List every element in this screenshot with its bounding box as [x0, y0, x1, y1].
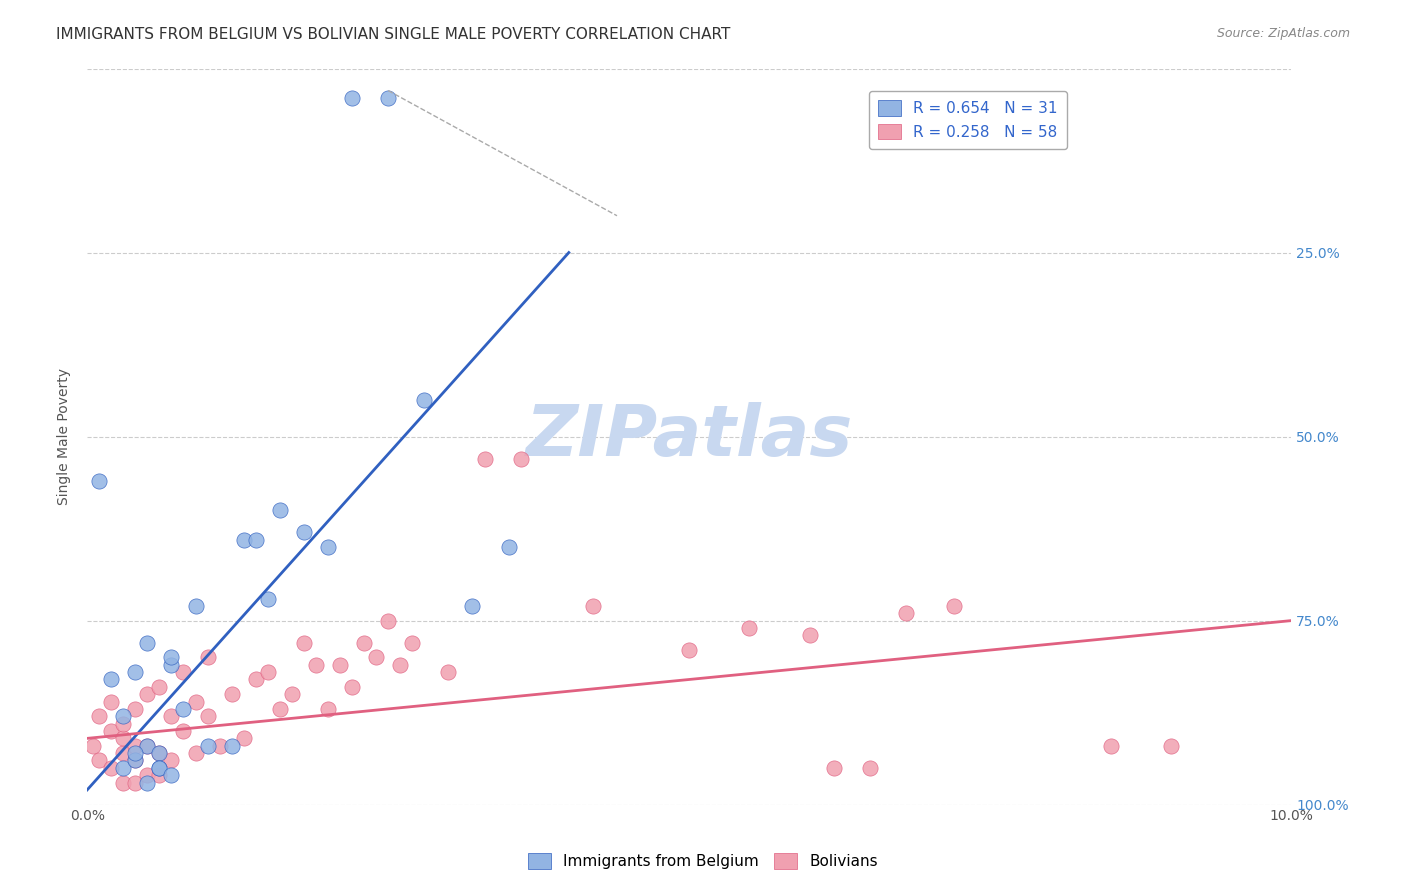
- Point: [461, 599, 484, 613]
- Point: [124, 702, 146, 716]
- Point: [112, 761, 135, 775]
- Point: [377, 614, 399, 628]
- Point: [269, 503, 291, 517]
- Point: [173, 724, 195, 739]
- Point: [160, 709, 183, 723]
- Point: [437, 665, 460, 679]
- Point: [582, 599, 605, 613]
- Text: IMMIGRANTS FROM BELGIUM VS BOLIVIAN SINGLE MALE POVERTY CORRELATION CHART: IMMIGRANTS FROM BELGIUM VS BOLIVIAN SING…: [56, 27, 731, 42]
- Legend: Immigrants from Belgium, Bolivians: Immigrants from Belgium, Bolivians: [522, 847, 884, 875]
- Point: [269, 702, 291, 716]
- Point: [124, 665, 146, 679]
- Text: ZIPatlas: ZIPatlas: [526, 402, 853, 471]
- Point: [89, 474, 111, 488]
- Point: [160, 754, 183, 768]
- Point: [148, 768, 170, 782]
- Point: [389, 657, 412, 672]
- Point: [256, 591, 278, 606]
- Point: [292, 525, 315, 540]
- Text: Source: ZipAtlas.com: Source: ZipAtlas.com: [1216, 27, 1350, 40]
- Point: [136, 635, 159, 649]
- Point: [678, 643, 700, 657]
- Point: [292, 635, 315, 649]
- Point: [316, 702, 339, 716]
- Point: [340, 91, 363, 105]
- Point: [112, 731, 135, 746]
- Point: [148, 746, 170, 760]
- Point: [894, 606, 917, 620]
- Point: [184, 746, 207, 760]
- Point: [221, 687, 243, 701]
- Point: [197, 709, 219, 723]
- Point: [1160, 739, 1182, 753]
- Point: [197, 650, 219, 665]
- Point: [943, 599, 966, 613]
- Point: [184, 599, 207, 613]
- Point: [100, 673, 122, 687]
- Point: [245, 533, 267, 547]
- Point: [124, 775, 146, 789]
- Point: [173, 665, 195, 679]
- Point: [474, 451, 496, 466]
- Point: [799, 628, 821, 642]
- Point: [124, 739, 146, 753]
- Point: [124, 754, 146, 768]
- Point: [377, 91, 399, 105]
- Point: [136, 768, 159, 782]
- Point: [184, 695, 207, 709]
- Point: [148, 680, 170, 694]
- Point: [413, 392, 436, 407]
- Point: [100, 761, 122, 775]
- Point: [221, 739, 243, 753]
- Point: [366, 650, 388, 665]
- Point: [208, 739, 231, 753]
- Point: [232, 731, 254, 746]
- Point: [823, 761, 845, 775]
- Point: [738, 621, 761, 635]
- Point: [112, 775, 135, 789]
- Point: [173, 702, 195, 716]
- Point: [509, 451, 531, 466]
- Point: [498, 540, 520, 554]
- Point: [401, 635, 423, 649]
- Point: [89, 754, 111, 768]
- Point: [124, 746, 146, 760]
- Point: [197, 739, 219, 753]
- Point: [112, 709, 135, 723]
- Point: [160, 768, 183, 782]
- Point: [112, 746, 135, 760]
- Point: [82, 739, 104, 753]
- Point: [245, 673, 267, 687]
- Point: [89, 709, 111, 723]
- Y-axis label: Single Male Poverty: Single Male Poverty: [58, 368, 72, 505]
- Point: [160, 657, 183, 672]
- Point: [859, 761, 882, 775]
- Point: [100, 695, 122, 709]
- Point: [232, 533, 254, 547]
- Point: [1099, 739, 1122, 753]
- Point: [160, 650, 183, 665]
- Point: [136, 687, 159, 701]
- Point: [340, 680, 363, 694]
- Point: [316, 540, 339, 554]
- Point: [136, 775, 159, 789]
- Point: [124, 754, 146, 768]
- Point: [112, 716, 135, 731]
- Point: [256, 665, 278, 679]
- Point: [148, 746, 170, 760]
- Point: [136, 739, 159, 753]
- Point: [329, 657, 352, 672]
- Point: [281, 687, 304, 701]
- Point: [148, 761, 170, 775]
- Legend: R = 0.654   N = 31, R = 0.258   N = 58: R = 0.654 N = 31, R = 0.258 N = 58: [869, 91, 1067, 149]
- Point: [136, 739, 159, 753]
- Point: [148, 761, 170, 775]
- Point: [353, 635, 375, 649]
- Point: [305, 657, 328, 672]
- Point: [100, 724, 122, 739]
